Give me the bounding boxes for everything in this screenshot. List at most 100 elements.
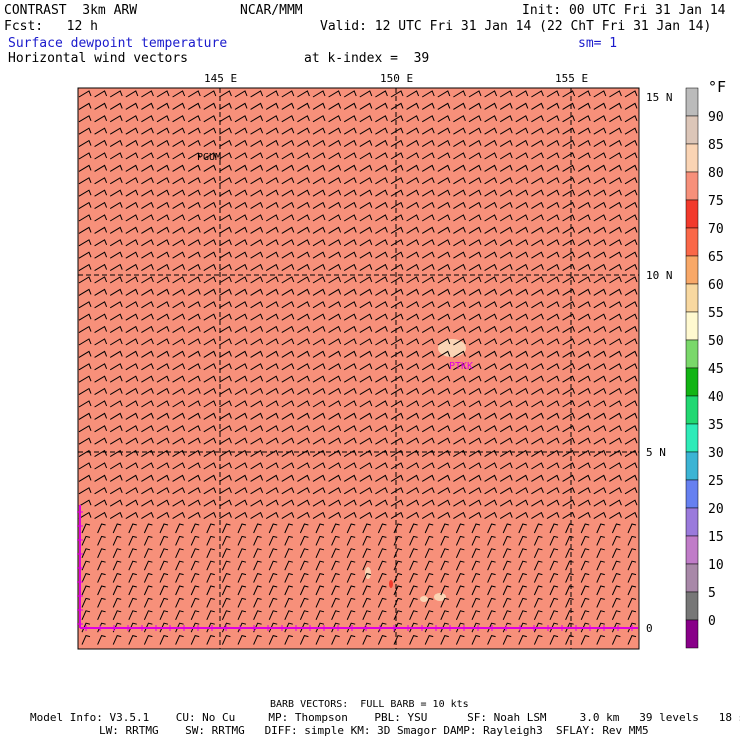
wind-barb bbox=[437, 214, 451, 222]
wind-barb bbox=[94, 499, 108, 507]
wind-barb bbox=[577, 387, 591, 396]
wind-barb bbox=[250, 338, 264, 346]
wind-barb bbox=[297, 338, 310, 346]
wind-barb bbox=[377, 535, 387, 546]
wind-barb bbox=[593, 263, 607, 272]
wind-barb bbox=[468, 338, 482, 346]
wind-barb bbox=[627, 560, 637, 571]
wind-barb bbox=[549, 622, 559, 633]
colorbar-swatch-60 bbox=[685, 255, 699, 285]
wind-barb bbox=[297, 288, 310, 296]
wind-barb bbox=[81, 610, 91, 621]
wind-barb bbox=[187, 487, 201, 495]
wind-barb bbox=[359, 462, 373, 470]
wind-barb bbox=[156, 511, 170, 520]
wind-barb bbox=[406, 164, 420, 172]
wind-barb bbox=[78, 412, 92, 420]
wind-barb bbox=[331, 597, 340, 608]
wind-barb bbox=[468, 214, 482, 222]
wind-barb bbox=[219, 115, 232, 123]
wind-barb bbox=[97, 523, 106, 534]
wind-barb bbox=[627, 573, 637, 583]
colorbar-swatch-35 bbox=[685, 395, 699, 425]
wind-barb bbox=[78, 102, 92, 110]
wind-barb bbox=[596, 523, 605, 534]
wind-barb bbox=[562, 189, 576, 197]
wind-barb bbox=[109, 226, 123, 234]
wind-barb bbox=[499, 350, 513, 358]
wind-barb bbox=[284, 523, 293, 534]
wind-barb bbox=[609, 474, 622, 482]
wind-barb bbox=[406, 313, 420, 321]
wind-barb bbox=[284, 535, 293, 546]
wind-barb bbox=[125, 437, 139, 445]
wind-barb bbox=[624, 251, 638, 259]
wind-barb bbox=[502, 585, 512, 596]
wind-barb bbox=[471, 585, 481, 596]
wind-barb bbox=[455, 548, 465, 559]
wind-barb bbox=[611, 610, 621, 621]
wind-barb bbox=[468, 239, 482, 247]
wind-barb bbox=[237, 548, 247, 559]
wind-barb bbox=[437, 462, 451, 470]
wind-barb bbox=[515, 251, 529, 259]
wind-barb bbox=[484, 139, 498, 148]
wind-barb bbox=[562, 226, 576, 234]
wind-barb bbox=[219, 239, 232, 247]
wind-barb bbox=[328, 102, 342, 110]
wind-barb bbox=[484, 400, 498, 408]
wind-barb bbox=[297, 301, 310, 309]
wind-barb bbox=[172, 263, 186, 272]
wind-barb bbox=[141, 425, 154, 433]
wind-barb bbox=[328, 226, 342, 234]
wind-barb bbox=[440, 635, 449, 645]
wind-barb bbox=[172, 511, 186, 520]
wind-barb bbox=[406, 375, 420, 383]
lat-label-5n: 5 N bbox=[646, 446, 666, 459]
wind-barb bbox=[331, 523, 340, 534]
wind-barb bbox=[265, 301, 279, 309]
wind-barb bbox=[453, 474, 466, 482]
wind-barb bbox=[343, 462, 357, 470]
wind-barb bbox=[499, 90, 513, 98]
wind-barb bbox=[78, 400, 92, 408]
wind-barb bbox=[421, 338, 435, 346]
wind-barb bbox=[562, 263, 576, 272]
wind-barb bbox=[437, 251, 451, 259]
wind-barb bbox=[109, 127, 123, 135]
wind-barb bbox=[546, 263, 560, 272]
wind-barb bbox=[250, 325, 264, 334]
wind-barb bbox=[421, 164, 435, 172]
wind-barb bbox=[125, 164, 139, 172]
colorbar bbox=[685, 87, 699, 649]
wind-barb bbox=[265, 214, 279, 222]
wind-barb bbox=[250, 375, 264, 383]
wind-barb bbox=[297, 139, 310, 148]
wind-barb bbox=[515, 115, 529, 123]
wind-barb bbox=[421, 115, 435, 123]
wind-barb bbox=[190, 560, 200, 571]
wind-barb bbox=[331, 548, 340, 559]
wind-barb bbox=[515, 276, 529, 284]
wind-barb bbox=[424, 610, 434, 621]
wind-barb bbox=[219, 449, 232, 458]
wind-barb bbox=[328, 276, 342, 284]
wind-barb bbox=[531, 474, 544, 482]
wind-barb bbox=[265, 239, 279, 247]
wind-barb bbox=[128, 610, 137, 621]
wind-barb bbox=[562, 462, 576, 470]
wind-barb bbox=[268, 610, 278, 621]
wind-barb bbox=[297, 412, 310, 420]
wind-barb bbox=[468, 400, 482, 408]
wind-barb bbox=[141, 102, 154, 110]
wind-barb bbox=[531, 115, 544, 123]
wind-barb bbox=[250, 474, 264, 482]
wind-barb bbox=[624, 350, 638, 358]
wind-barb bbox=[471, 597, 481, 608]
wind-barb bbox=[362, 535, 371, 546]
wind-barb bbox=[577, 177, 591, 185]
wind-barb bbox=[281, 325, 295, 334]
wind-barb bbox=[562, 375, 576, 383]
wind-barb bbox=[159, 523, 169, 534]
wind-barb bbox=[315, 535, 325, 546]
